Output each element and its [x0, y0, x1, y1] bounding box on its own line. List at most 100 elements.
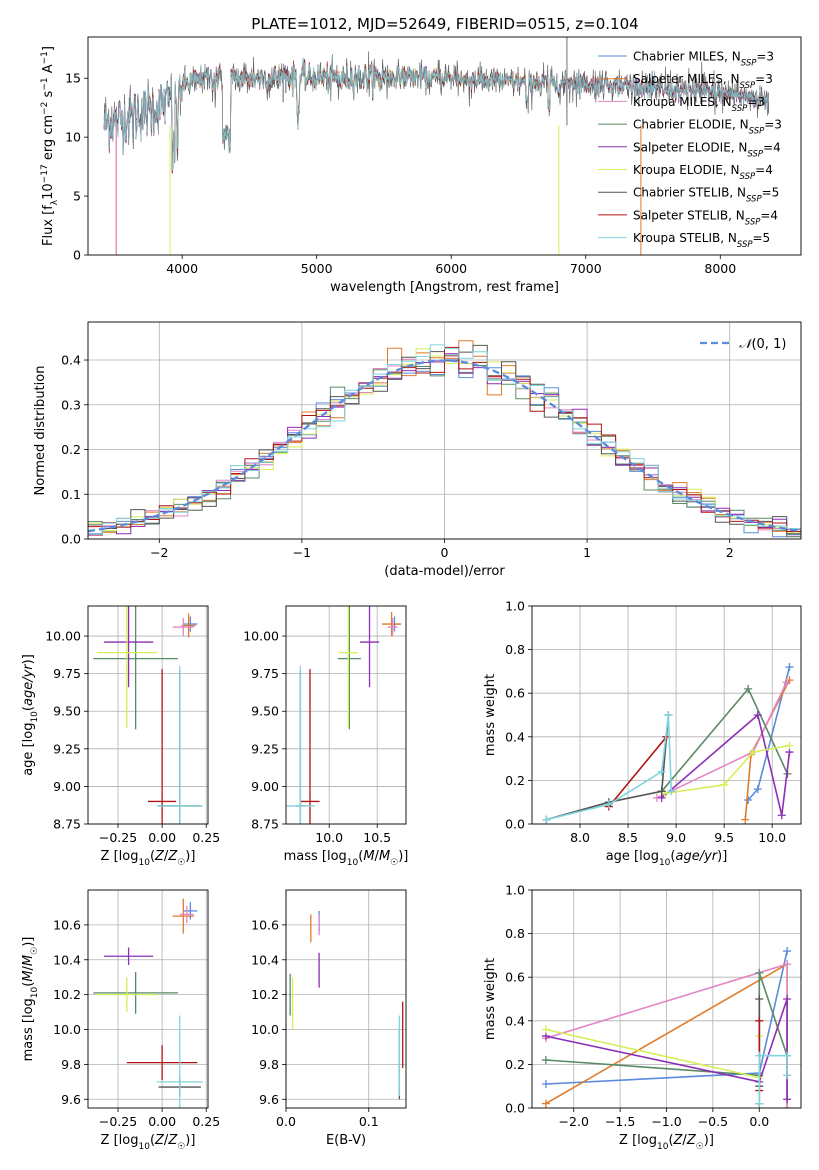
y-tick-label: 10.00 [243, 629, 279, 644]
x-axis-label-part: 10 [657, 1142, 669, 1152]
legend-text: =4 [763, 140, 781, 154]
y-tick-label: 10.0 [53, 1022, 81, 1037]
weight-marker [755, 1016, 764, 1025]
x-tick-label: 10.0 [315, 830, 343, 845]
legend-text: Kroupa ELODIE, N [633, 163, 740, 177]
x-axis-label: Z [log10(Z/Z☉)] [101, 849, 196, 868]
x-axis-label-part: Z [167, 1133, 178, 1148]
x-tick-label: 0.0 [749, 1114, 769, 1129]
y-tick-label: 9.00 [251, 779, 279, 794]
x-axis-label-part: ( [358, 849, 363, 864]
y-tick-label: 9.8 [61, 1057, 81, 1072]
x-axis-label-part: Z [log [619, 1133, 657, 1148]
x-axis-label-part: )] [185, 1133, 195, 1148]
x-axis-label-part: Z [673, 1133, 684, 1148]
y-axis-label-part: M [21, 955, 36, 966]
weight-marker [755, 1051, 764, 1060]
x-tick-label: 8.5 [618, 830, 638, 845]
histogram-chabrier-elodie [88, 354, 801, 538]
errorbar-chabrier-miles [183, 616, 198, 632]
x-axis-label: wavelength [Angstrom, rest frame] [330, 280, 559, 295]
weight-marker [664, 711, 673, 719]
errorbar-salpeter-elodie [103, 947, 154, 965]
legend-entry: Chabrier ELODIE, NSSP=3 [633, 118, 782, 137]
legend-sub: SSP [737, 240, 753, 250]
errorbar-salpeter-stelib [300, 669, 320, 824]
x-tick-label: 9.5 [714, 830, 734, 845]
legend-text: =3 [755, 72, 773, 86]
legend-sub: SSP [745, 217, 761, 227]
y-axis-label-part: age [log [21, 723, 36, 776]
y-tick-label: 0.8 [505, 642, 525, 657]
x-tick-label: 0.25 [192, 830, 220, 845]
legend-text: =3 [756, 50, 774, 64]
y-tick-label: 0.4 [505, 1013, 525, 1028]
x-tick-label: −1.5 [605, 1114, 635, 1129]
errorbar-salpeter-elodie [103, 606, 154, 688]
y-axis-label-part: mass weight [483, 674, 498, 756]
weight-marker [541, 1025, 550, 1034]
axes-mass_vs_EBV: 0.0 0.1 9.6 9.8 10.0 10.2 10.4 10.6 E(B-V) [251, 889, 407, 1148]
weight-marker [783, 1051, 792, 1060]
y-axis-label: mass weight [483, 958, 498, 1040]
x-tick-label: 10.0 [758, 830, 786, 845]
weight-marker [657, 767, 666, 776]
errorbar-chabrier-elodie [337, 606, 361, 730]
x-axis-label-part: Z [167, 849, 178, 864]
errorbar-chabrier-elodie [93, 971, 178, 1014]
legend-text: Chabrier STELIB, N [633, 186, 746, 200]
axes-frame [87, 36, 802, 256]
x-axis-label-part: / [164, 849, 169, 864]
weight-marker [783, 960, 792, 969]
x-tick-label: −0.25 [99, 830, 137, 845]
x-axis-label-part: Z [log [101, 849, 139, 864]
y-tick-label: 0.6 [505, 970, 525, 985]
legend-sub: SSP [740, 172, 756, 182]
y-axis-label-part: mass weight [483, 958, 498, 1040]
weight-marker [783, 995, 792, 1003]
figure-title: PLATE=1012, MJD=52649, FIBERID=0515, z=0… [251, 15, 638, 33]
y-tick-label: 0.6 [505, 686, 525, 701]
weight-marker [753, 711, 762, 719]
plot-area-spectrum [103, 37, 770, 255]
legend-entry: Salpeter ELODIE, NSSP=4 [633, 140, 781, 159]
y-tick-label: 10.00 [45, 629, 81, 644]
x-tick-label: −0.5 [698, 1114, 728, 1129]
x-axis-label-part: )] [704, 1133, 714, 1148]
y-tick-label: 0.2 [61, 442, 81, 457]
x-axis-label-part: ( [670, 849, 675, 864]
errorbar-kroupa-elodie [96, 606, 157, 728]
y-tick-label: 15 [65, 71, 81, 86]
y-tick-label: 10.0 [251, 1022, 279, 1037]
y-tick-label: 10.2 [251, 987, 279, 1002]
axes-weight_vs_Z: −2.0 −1.5 −1.0 −0.5 0.0 0.0 0.2 0.4 0.6 0.8 1.0 Z [… [483, 883, 802, 1152]
x-axis-label-part: )] [185, 849, 195, 864]
errorbar-kroupa-miles [179, 905, 194, 924]
y-tick-label: 0.4 [61, 353, 81, 368]
y-axis-label: mass [log10(M/M☉)] [21, 937, 40, 1062]
weight-marker [541, 1080, 550, 1089]
x-axis-label-part: ( [150, 1133, 155, 1148]
y-axis-label-part: s [41, 90, 56, 101]
y-axis-label-part: ( [21, 706, 36, 711]
y-tick-label: 9.6 [61, 1092, 81, 1107]
plot-area-mass_vs_Z [93, 898, 203, 1108]
legend-text: =5 [753, 231, 771, 245]
x-axis-label-part: ☉ [390, 858, 398, 868]
y-axis-label-part: 10 [30, 986, 40, 998]
axes-age_vs_mass: 10.0 10.5 8.75 9.00 9.25 9.50 9.75 10.00 mass [l… [243, 605, 408, 868]
spectrum-line-kroupa-stelib [103, 57, 770, 172]
x-axis-label-part: E(B-V) [326, 1133, 366, 1148]
y-tick-label: 0.2 [505, 773, 525, 788]
weight-line-salpeter-elodie [545, 998, 788, 1100]
y-tick-label: 8.75 [53, 817, 81, 832]
y-axis-label-part: mass [log [21, 998, 36, 1061]
weight-marker [748, 748, 757, 757]
errorbar-salpeter-miles [172, 898, 194, 934]
y-tick-label: 10.4 [251, 952, 279, 967]
x-axis-label: (data-model)/error [384, 564, 505, 579]
y-tick-label: 0.3 [61, 397, 81, 412]
x-axis-label-part: 10 [347, 858, 359, 868]
errorbar-kroupa-stelib [286, 666, 315, 824]
weight-marker [542, 815, 551, 824]
